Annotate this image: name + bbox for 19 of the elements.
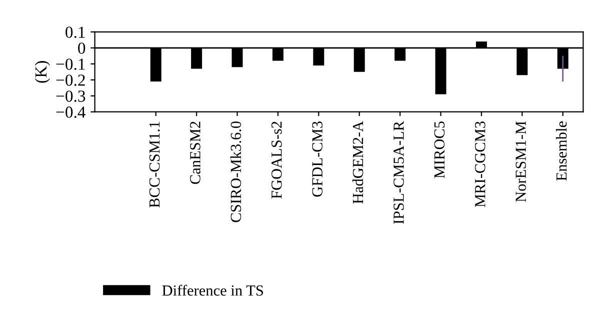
y-tick-label: −0.1	[56, 58, 85, 70]
legend-label: Difference in TS	[162, 284, 263, 296]
x-tick-label: BCC-CSM1.1	[149, 122, 160, 208]
x-tick-label: GFDL-CM3	[312, 121, 322, 197]
x-tick-label: IPSL-CM5A-LR	[394, 120, 404, 224]
x-tick-label: CSIRO-Mk3.6.0	[230, 121, 242, 222]
x-tick-label: Ensemble	[556, 121, 567, 181]
x-tick-label: FGOALS-s2	[272, 122, 282, 199]
x-tick-label: HadGEM2-A	[352, 121, 364, 204]
y-axis-title: (K)	[34, 61, 50, 83]
y-tick-label: −0.4	[56, 106, 86, 118]
x-tick-label: MIROC5	[434, 121, 445, 178]
y-tick-label: 0	[78, 42, 86, 54]
x-tick-label: MRI-CGCM3	[475, 121, 486, 208]
y-tick-label: −0.2	[56, 74, 85, 86]
x-tick-label: NorESM1-M	[516, 121, 526, 202]
y-tick-label: −0.3	[56, 90, 86, 102]
y-tick-label: 0.1	[66, 26, 85, 38]
x-tick-label: CanESM2	[190, 122, 200, 184]
